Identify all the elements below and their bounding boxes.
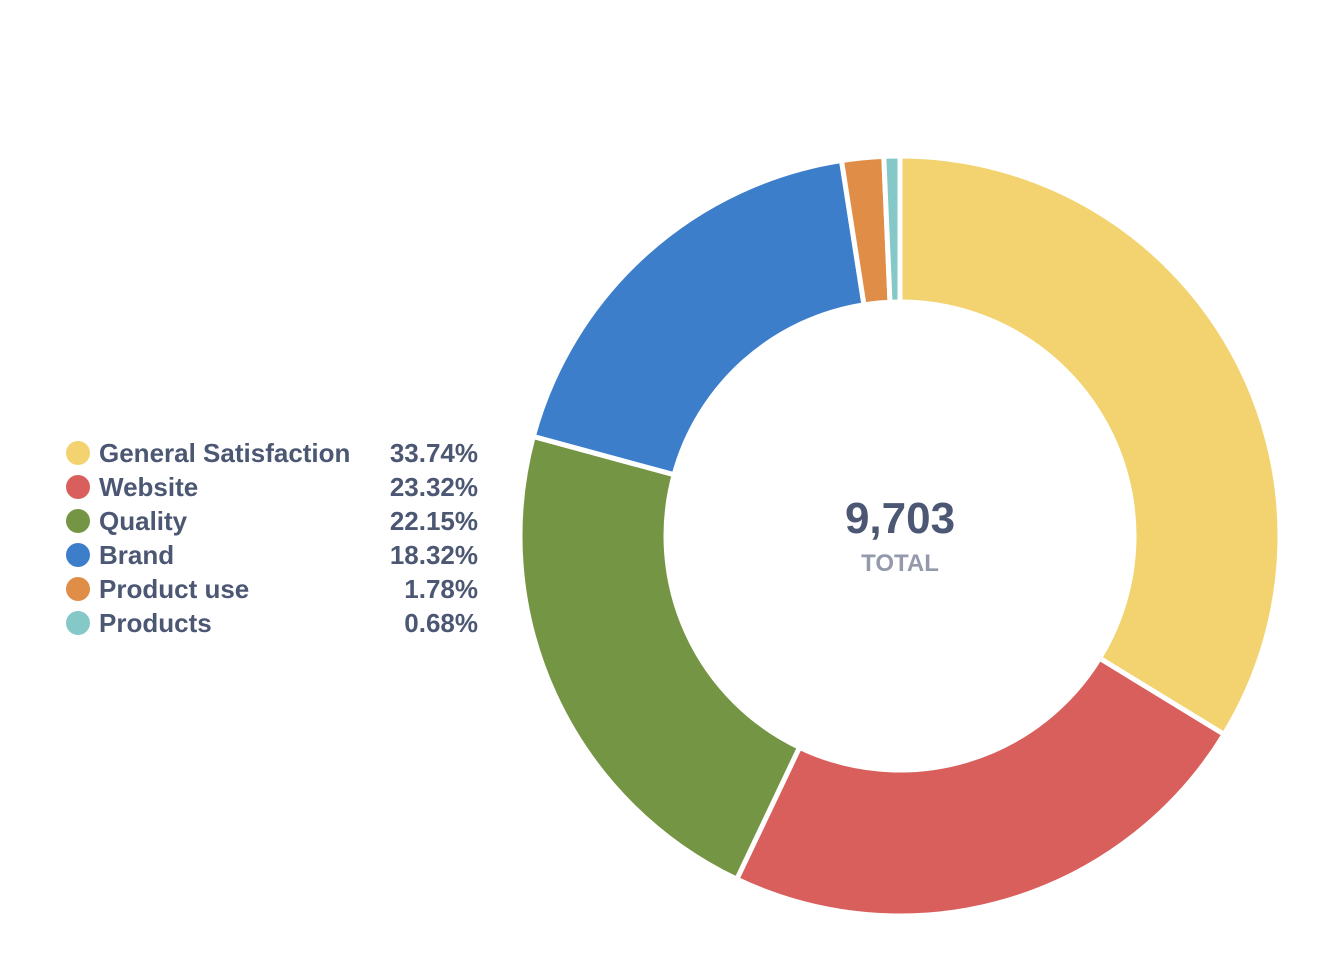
legend-swatch-products [66, 611, 90, 635]
legend-swatch-quality [66, 509, 90, 533]
legend-swatch-product-use [66, 577, 90, 601]
donut-chart-svg [517, 153, 1283, 919]
donut-slice-brand[interactable] [530, 158, 867, 478]
donut-slice-products[interactable] [881, 153, 903, 305]
donut-slice-general-satisfaction[interactable] [897, 153, 1283, 737]
legend-value-brand: 18.32% [389, 539, 478, 570]
donut-slice-quality[interactable] [517, 433, 802, 882]
legend-label-website: Website [99, 471, 199, 502]
legend-item-website[interactable]: Website 23.32% [66, 470, 478, 504]
legend-value-quality: 22.15% [389, 505, 478, 536]
legend-item-products[interactable]: Products 0.68% [66, 606, 478, 640]
legend-label-general-satisfaction: General Satisfaction [99, 437, 351, 468]
legend-item-general-satisfaction[interactable]: General Satisfaction 33.74% [66, 436, 478, 470]
legend-value-general-satisfaction: 33.74% [389, 437, 478, 468]
legend-value-product-use: 1.78% [404, 573, 478, 604]
legend-swatch-website [66, 475, 90, 499]
legend-item-product-use[interactable]: Product use 1.78% [66, 572, 478, 606]
donut-chart: 9,703 TOTAL [500, 136, 1300, 936]
chart-legend: General Satisfaction 33.74% Website 23.3… [66, 436, 478, 640]
legend-item-brand[interactable]: Brand 18.32% [66, 538, 478, 572]
legend-swatch-general-satisfaction [66, 441, 90, 465]
donut-total-value: 9,703 [844, 494, 956, 543]
legend-swatch-brand [66, 543, 90, 567]
legend-value-products: 0.68% [404, 607, 478, 638]
legend-label-product-use: Product use [99, 573, 250, 604]
legend-value-website: 23.32% [389, 471, 478, 502]
legend-label-products: Products [99, 607, 212, 638]
donut-slice-website[interactable] [734, 655, 1227, 919]
legend-item-quality[interactable]: Quality 22.15% [66, 504, 478, 538]
legend-label-brand: Brand [99, 539, 175, 570]
legend-label-quality: Quality [99, 505, 188, 536]
donut-total-label: TOTAL [861, 550, 939, 577]
